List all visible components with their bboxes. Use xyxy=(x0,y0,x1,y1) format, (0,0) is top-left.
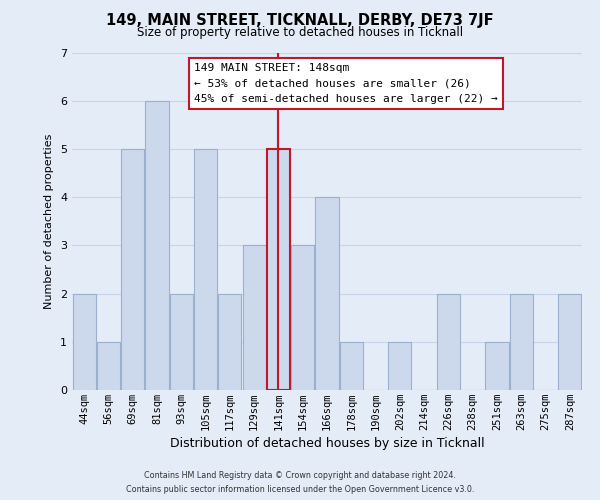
Bar xyxy=(388,342,412,390)
Y-axis label: Number of detached properties: Number of detached properties xyxy=(44,134,55,309)
Bar xyxy=(218,294,241,390)
Bar xyxy=(97,342,120,390)
Text: 149 MAIN STREET: 148sqm
← 53% of detached houses are smaller (26)
45% of semi-de: 149 MAIN STREET: 148sqm ← 53% of detache… xyxy=(194,62,498,104)
Bar xyxy=(73,294,95,390)
Bar xyxy=(242,246,266,390)
Text: Size of property relative to detached houses in Ticknall: Size of property relative to detached ho… xyxy=(137,26,463,39)
Bar xyxy=(121,149,144,390)
Bar xyxy=(145,100,169,390)
Bar xyxy=(194,149,217,390)
Bar xyxy=(559,294,581,390)
Text: Contains HM Land Registry data © Crown copyright and database right 2024.
Contai: Contains HM Land Registry data © Crown c… xyxy=(126,472,474,494)
Bar xyxy=(267,149,290,390)
X-axis label: Distribution of detached houses by size in Ticknall: Distribution of detached houses by size … xyxy=(170,437,484,450)
Bar xyxy=(170,294,193,390)
Bar xyxy=(291,246,314,390)
Bar xyxy=(510,294,533,390)
Bar xyxy=(316,197,338,390)
Bar xyxy=(340,342,363,390)
Bar xyxy=(437,294,460,390)
Bar xyxy=(485,342,509,390)
Text: 149, MAIN STREET, TICKNALL, DERBY, DE73 7JF: 149, MAIN STREET, TICKNALL, DERBY, DE73 … xyxy=(106,12,494,28)
